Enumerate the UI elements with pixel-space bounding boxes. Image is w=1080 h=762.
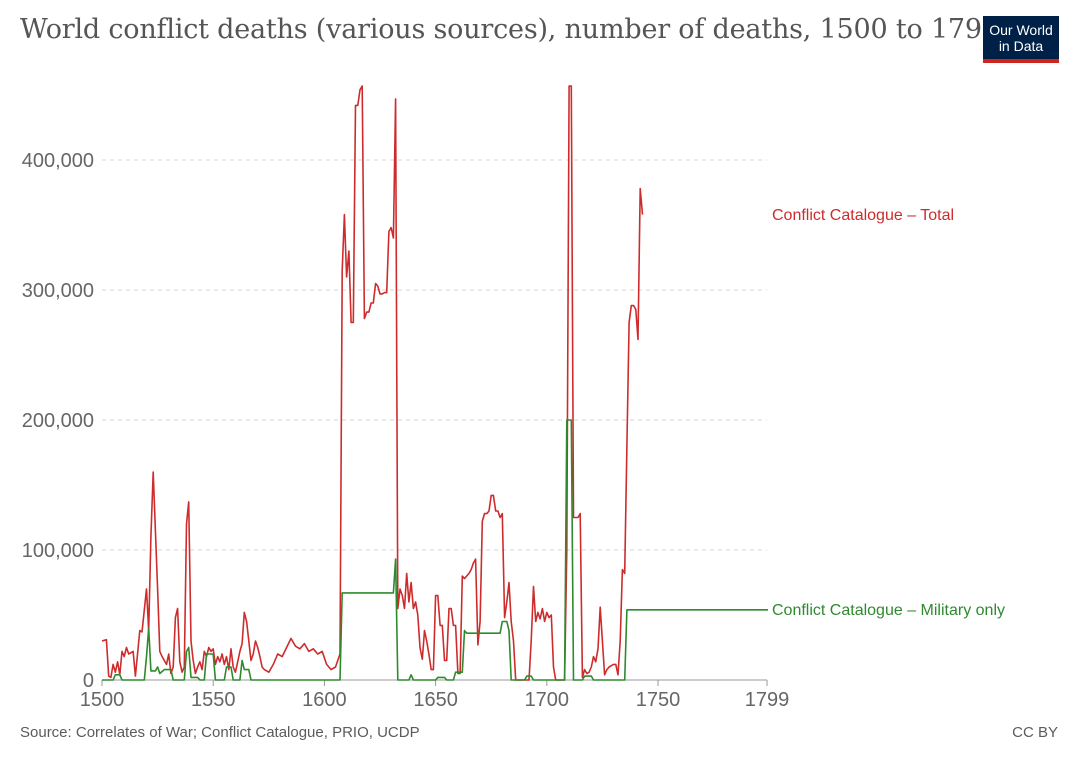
x-tick-label: 1550 <box>191 689 236 711</box>
x-tick-label: 1500 <box>80 689 125 711</box>
owid-logo[interactable]: Our World in Data <box>983 16 1059 63</box>
series-labels: Conflict Catalogue – Total Conflict Catal… <box>772 207 1005 619</box>
y-tick-label: 100,000 <box>22 540 94 562</box>
y-tick-label: 0 <box>83 670 94 692</box>
y-tick-label: 200,000 <box>22 410 94 432</box>
y-tick-label: 400,000 <box>22 150 94 172</box>
chart-title: World conflict deaths (various sources),… <box>20 14 999 45</box>
series-label-military[interactable]: Conflict Catalogue – Military only <box>772 602 1005 619</box>
y-tick-label: 300,000 <box>22 280 94 302</box>
series-lines <box>101 85 768 681</box>
source-note[interactable]: Source: Correlates of War; Conflict Cata… <box>20 724 420 741</box>
gridlines <box>102 159 767 551</box>
series-line-total[interactable] <box>101 85 644 681</box>
y-axis-ticks: 0 100,000 200,000 300,000 400,000 <box>22 150 94 692</box>
x-axis: 1500 1550 1600 1650 1700 1750 1799 <box>80 679 790 711</box>
x-tick-label: 1600 <box>302 689 347 711</box>
logo-accent-bar <box>983 59 1059 63</box>
x-tick-label: 1750 <box>636 689 681 711</box>
logo-line-2: in Data <box>998 38 1044 54</box>
x-tick-label: 1700 <box>525 689 570 711</box>
series-label-total[interactable]: Conflict Catalogue – Total <box>772 207 954 224</box>
logo-line-1: Our World <box>989 22 1053 38</box>
series-line-military[interactable] <box>102 419 643 681</box>
license-link[interactable]: CC BY <box>1012 724 1058 741</box>
x-tick-label: 1650 <box>413 689 458 711</box>
x-tick-label: 1799 <box>745 689 790 711</box>
